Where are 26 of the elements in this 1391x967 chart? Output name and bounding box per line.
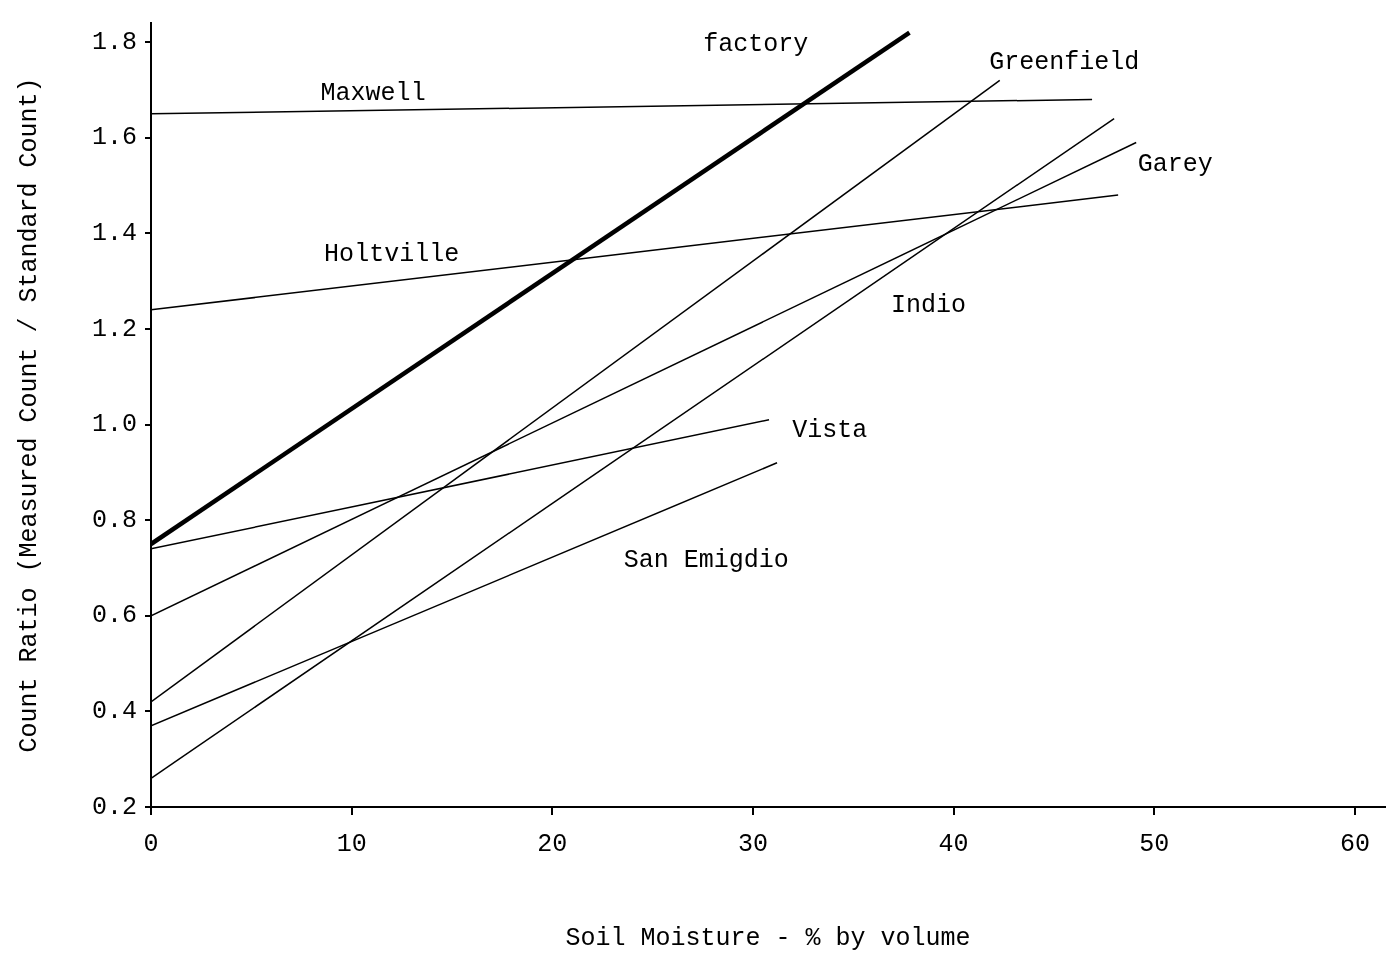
y-tick-label: 1.0 <box>91 410 138 440</box>
x-tick-label: 40 <box>938 829 969 859</box>
x-tick-label: 10 <box>336 829 367 859</box>
y-tick-label: 0.4 <box>91 697 138 727</box>
series-label: factory <box>703 29 809 59</box>
x-tick-label: 60 <box>1339 829 1370 859</box>
y-axis-title: Count Ratio (Measured Count / Standard Count) <box>14 77 44 753</box>
x-axis-title: Soil Moisture - % by volume <box>565 923 971 953</box>
series-label: Indio <box>890 290 966 320</box>
y-tick-label: 0.2 <box>91 792 138 822</box>
series-label: Maxwell <box>320 79 426 109</box>
series-label: Greenfield <box>989 47 1140 77</box>
series-label: Vista <box>792 416 868 446</box>
y-tick-label: 1.4 <box>91 218 138 248</box>
x-tick-label: 30 <box>737 829 768 859</box>
x-tick-label: 0 <box>143 829 159 859</box>
series-label: San Emigdio <box>623 545 789 575</box>
y-tick-label: 1.2 <box>91 314 138 344</box>
x-tick-label: 50 <box>1139 829 1170 859</box>
y-tick-label: 1.8 <box>91 27 138 57</box>
series-label: Garey <box>1137 149 1213 179</box>
y-tick-label: 0.6 <box>91 601 138 631</box>
y-tick-label: 0.8 <box>91 505 138 535</box>
x-tick-label: 20 <box>537 829 568 859</box>
series-label: Holtville <box>324 239 460 269</box>
y-tick-label: 1.6 <box>91 123 138 153</box>
